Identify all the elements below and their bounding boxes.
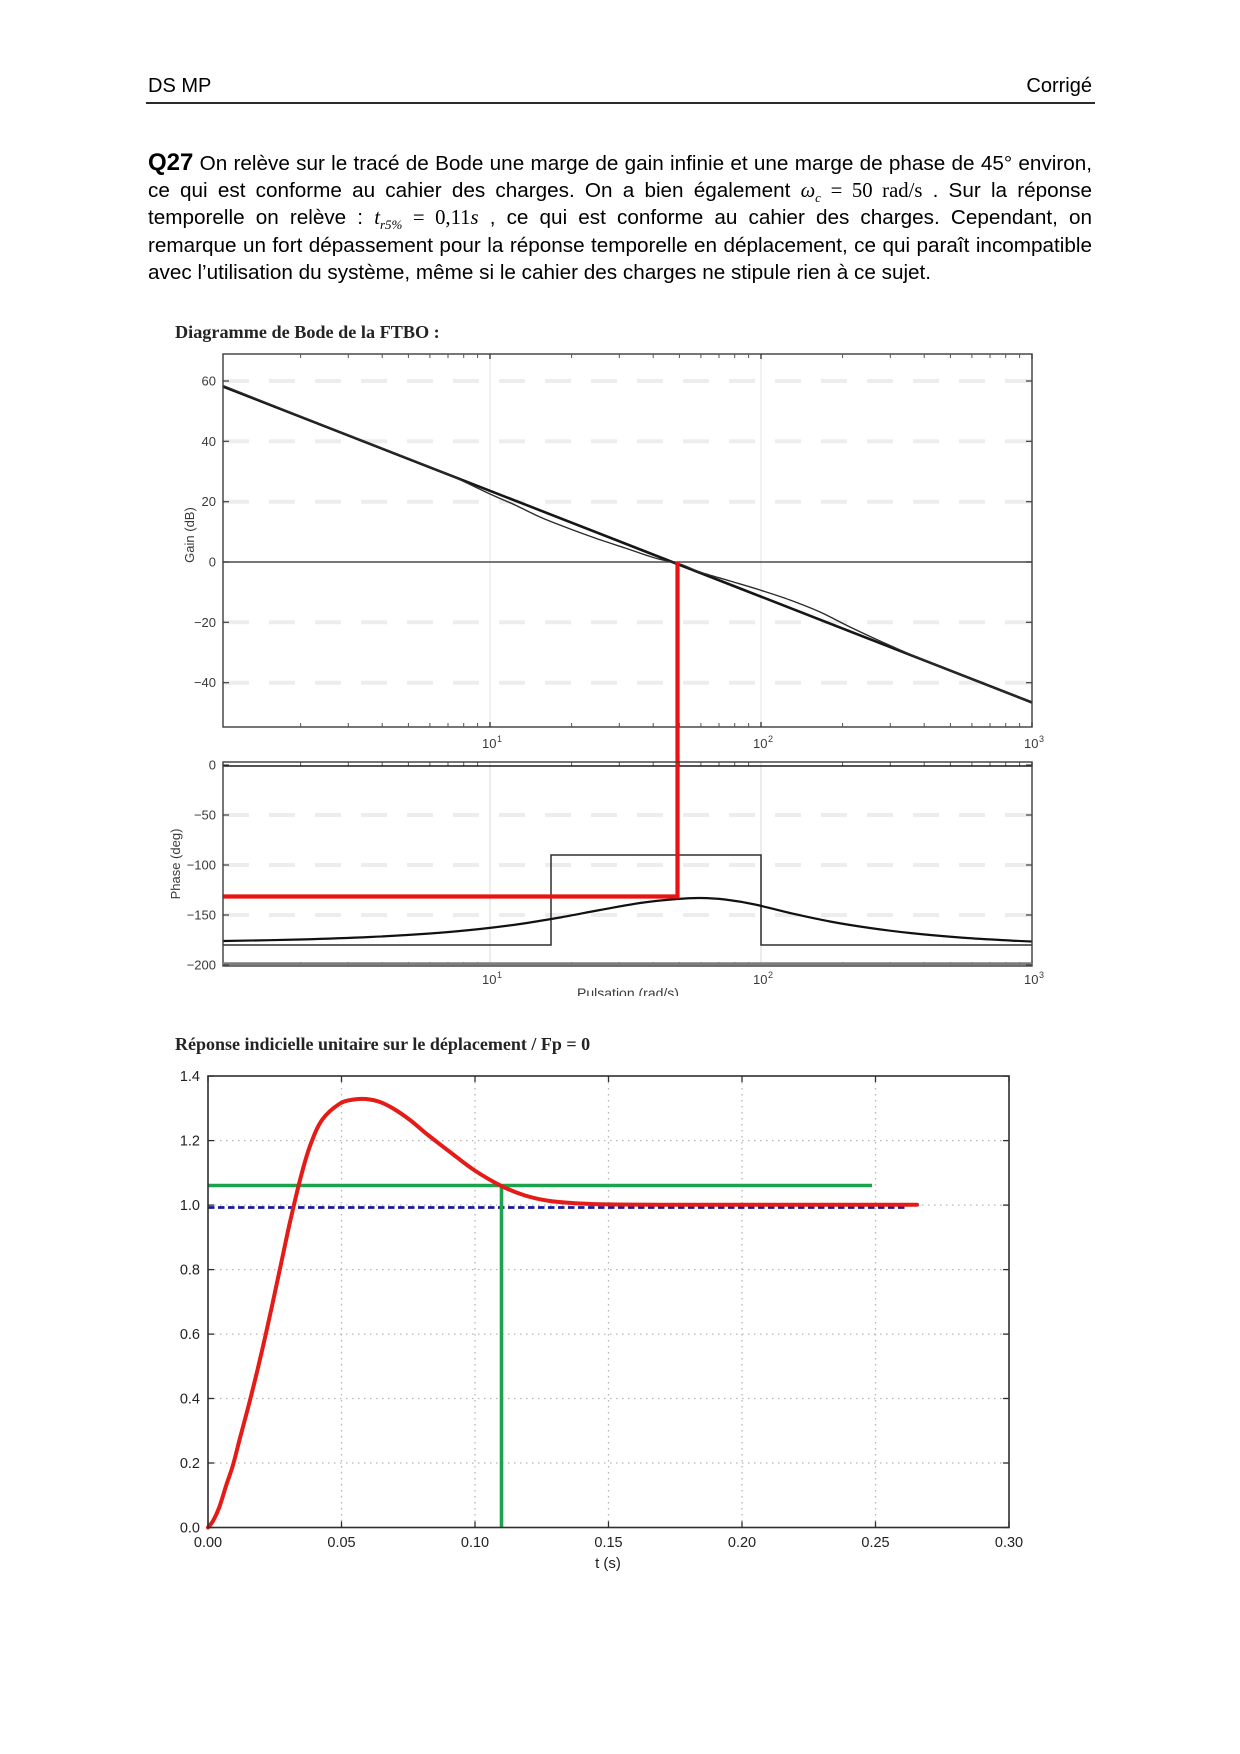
- svg-text:0.30: 0.30: [995, 1535, 1023, 1551]
- svg-text:0.4: 0.4: [180, 1392, 200, 1408]
- svg-text:1.2: 1.2: [180, 1134, 200, 1150]
- svg-text:Diagramme de Bode de la FTBO :: Diagramme de Bode de la FTBO :: [175, 322, 440, 342]
- svg-text:10: 10: [753, 972, 767, 987]
- svg-text:Réponse indicielle unitaire su: Réponse indicielle unitaire sur le dépla…: [175, 1034, 590, 1054]
- svg-text:0.10: 0.10: [461, 1535, 489, 1551]
- svg-text:0.0: 0.0: [180, 1521, 200, 1537]
- svg-text:10: 10: [482, 972, 496, 987]
- svg-text:10: 10: [753, 736, 767, 751]
- svg-text:0.20: 0.20: [728, 1535, 756, 1551]
- svg-text:0.25: 0.25: [861, 1535, 889, 1551]
- svg-text:3: 3: [1039, 734, 1044, 744]
- svg-text:0.6: 0.6: [180, 1327, 200, 1343]
- svg-text:1.4: 1.4: [180, 1069, 200, 1085]
- svg-text:60: 60: [202, 374, 216, 389]
- svg-text:1: 1: [497, 734, 502, 744]
- svg-text:−200: −200: [187, 958, 216, 973]
- svg-text:20: 20: [202, 494, 216, 509]
- svg-text:10: 10: [1024, 972, 1038, 987]
- svg-text:0.8: 0.8: [180, 1263, 200, 1279]
- svg-text:40: 40: [202, 434, 216, 449]
- svg-text:0.15: 0.15: [594, 1535, 622, 1551]
- svg-text:0: 0: [209, 555, 216, 570]
- svg-text:0: 0: [209, 758, 216, 773]
- svg-text:1.0: 1.0: [180, 1198, 200, 1214]
- svg-text:−50: −50: [194, 808, 216, 823]
- svg-text:Pulsation (rad/s): Pulsation (rad/s): [577, 985, 679, 996]
- svg-text:10: 10: [482, 736, 496, 751]
- svg-text:2: 2: [768, 734, 773, 744]
- svg-text:Gain (dB): Gain (dB): [182, 507, 197, 563]
- svg-text:−20: −20: [194, 615, 216, 630]
- svg-text:−150: −150: [187, 908, 216, 923]
- svg-text:−100: −100: [187, 858, 216, 873]
- svg-text:2: 2: [768, 970, 773, 980]
- svg-text:−40: −40: [194, 675, 216, 690]
- svg-text:t (s): t (s): [595, 1555, 621, 1572]
- svg-text:10: 10: [1024, 736, 1038, 751]
- svg-text:0.2: 0.2: [180, 1456, 200, 1472]
- svg-text:0.00: 0.00: [194, 1535, 222, 1551]
- svg-text:Phase (deg): Phase (deg): [168, 829, 183, 900]
- svg-text:3: 3: [1039, 970, 1044, 980]
- svg-text:1: 1: [497, 970, 502, 980]
- svg-text:0.05: 0.05: [327, 1535, 355, 1551]
